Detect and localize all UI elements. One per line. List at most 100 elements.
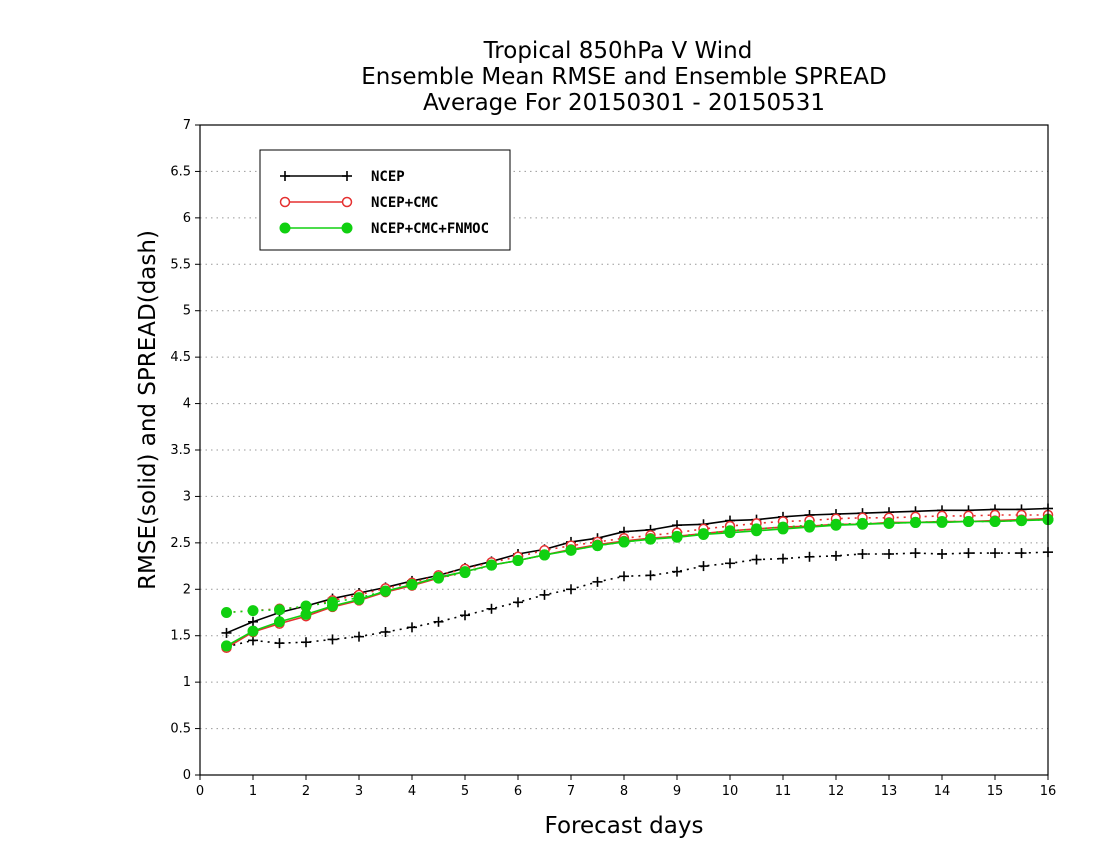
y-tick-label: 0.5 [170, 722, 191, 737]
y-tick-label: 2.5 [170, 536, 191, 551]
spread-point-ncep [354, 631, 364, 642]
rmse-point-ncep-cmc-fnmoc [698, 529, 709, 540]
spread-point-ncep [963, 548, 974, 559]
spread-point-ncep-cmc-fnmoc [221, 607, 232, 618]
x-tick-label: 9 [673, 784, 681, 799]
x-tick-label: 1 [249, 784, 257, 799]
rmse-point-ncep-cmc-fnmoc [645, 533, 656, 545]
legend: NCEP NCEP+CMC NCEP+CMC+FNMOC [259, 149, 511, 251]
grid [200, 170, 1048, 730]
spread-point-ncep [539, 589, 550, 600]
legend-marker-ncep-cmc [341, 196, 353, 208]
spread-point-ncep [274, 638, 285, 649]
y-tick-label: 4 [183, 397, 191, 412]
y-tick-label: 2 [183, 582, 191, 597]
spread-point-ncep-cmc-fnmoc [274, 604, 285, 616]
rmse-point-ncep-cmc-fnmoc [459, 566, 471, 578]
legend-marker-ncep [280, 171, 290, 181]
spread-point-ncep [725, 558, 735, 569]
rmse-point-ncep-cmc-fnmoc [486, 559, 497, 571]
y-tick-label: 5.5 [170, 257, 191, 272]
rmse-point-ncep-cmc-fnmoc [1016, 515, 1027, 527]
rmse-point-ncep-cmc-fnmoc [274, 616, 285, 628]
spread-point-ncep [698, 561, 709, 572]
rmse-point-ncep [221, 627, 232, 638]
spread-point-ncep-cmc-fnmoc [247, 605, 259, 617]
rmse-point-ncep-cmc-fnmoc [327, 600, 338, 612]
spread-point-ncep [619, 571, 629, 582]
spread-point-ncep [327, 634, 338, 645]
x-tick-label: 11 [775, 784, 792, 799]
spread-point-ncep [645, 570, 656, 581]
y-tick-label: 4.5 [170, 350, 191, 365]
y-tick-label: 3.5 [170, 443, 191, 458]
x-tick-label: 14 [934, 784, 951, 799]
x-tick-label: 2 [302, 784, 310, 799]
rmse-point-ncep-cmc-fnmoc [539, 549, 550, 561]
rmse-point-ncep-cmc-fnmoc [221, 640, 232, 652]
spread-point-ncep [513, 597, 523, 608]
y-tick-label: 3 [183, 489, 191, 504]
chart-title-line-2: Ensemble Mean RMSE and Ensemble SPREAD [361, 64, 886, 90]
x-tick-label: 5 [461, 784, 469, 799]
x-tick-label: 13 [881, 784, 898, 799]
rmse-point-ncep-cmc-fnmoc [300, 608, 312, 620]
spread-point-ncep [831, 550, 841, 561]
spread-point-ncep [990, 548, 1000, 559]
series-ncep-cmc-fnmoc [221, 514, 1054, 652]
spread-point-ncep [937, 549, 947, 559]
spread-point-ncep [566, 584, 576, 595]
y-tick-label: 1.5 [170, 629, 191, 644]
spread-point-ncep [751, 554, 762, 565]
spread-point-ncep [778, 553, 788, 564]
y-tick-label: 6 [183, 211, 191, 226]
x-tick-label: 12 [828, 784, 845, 799]
spread-point-ncep [884, 549, 894, 559]
rmse-point-ncep-cmc-fnmoc [592, 540, 603, 552]
rmse-point-ncep-cmc-fnmoc [724, 527, 736, 539]
rmse-point-ncep-cmc-fnmoc [936, 516, 948, 528]
spread-point-ncep [1016, 548, 1027, 559]
x-tick-label: 3 [355, 784, 363, 799]
rmse-point-ncep-cmc-fnmoc [751, 525, 762, 537]
x-tick-label: 7 [567, 784, 575, 799]
legend-box [259, 149, 511, 251]
rmse-point-ncep-cmc-fnmoc [565, 544, 577, 556]
legend-marker-ncep-cmc-fnmoc [279, 222, 291, 234]
legend-label-ncep-cmc-fnmoc: NCEP+CMC+FNMOC [371, 221, 489, 237]
rmse-point-ncep-cmc-fnmoc [777, 523, 789, 535]
spread-point-ncep [460, 610, 470, 621]
x-tick-label: 10 [722, 784, 739, 799]
legend-label-ncep-cmc: NCEP+CMC [371, 195, 438, 211]
rmse-point-ncep-cmc-fnmoc [406, 579, 418, 591]
x-tick-label: 0 [196, 784, 204, 799]
y-tick-label: 6.5 [170, 164, 191, 179]
rmse-point-ncep-cmc-fnmoc [830, 519, 842, 531]
rmse-point-ncep-cmc-fnmoc [910, 516, 921, 528]
chart-title-line-3: Average For 20150301 - 20150531 [423, 90, 825, 116]
rmse-point-ncep-cmc-fnmoc [963, 516, 974, 527]
rmse-point-ncep-cmc-fnmoc [883, 517, 895, 529]
x-tick-label: 15 [987, 784, 1004, 799]
rmse-point-ncep-cmc-fnmoc [989, 516, 1001, 527]
legend-marker-ncep-cmc-fnmoc [341, 222, 353, 234]
spread-point-ncep [380, 627, 391, 637]
y-tick-label: 1 [183, 675, 191, 690]
rmse-point-ncep-cmc-fnmoc [618, 536, 630, 548]
rmse-point-ncep [248, 616, 258, 627]
spread-point-ncep [301, 637, 311, 648]
spread-point-ncep [592, 576, 603, 587]
legend-marker-ncep-cmc [279, 196, 291, 208]
chart-title-line-1: Tropical 850hPa V Wind [483, 38, 753, 64]
rmse-point-ncep-cmc-fnmoc [512, 555, 524, 566]
x-tick-label: 6 [514, 784, 522, 799]
y-tick-label: 7 [183, 118, 191, 133]
x-tick-label: 16 [1040, 784, 1057, 799]
x-tick-label: 8 [620, 784, 628, 799]
rmse-point-ncep-cmc-fnmoc [380, 585, 391, 597]
spread-point-ncep [804, 551, 815, 562]
spread-point-ncep [910, 548, 921, 559]
spread-point-ncep [407, 622, 417, 633]
